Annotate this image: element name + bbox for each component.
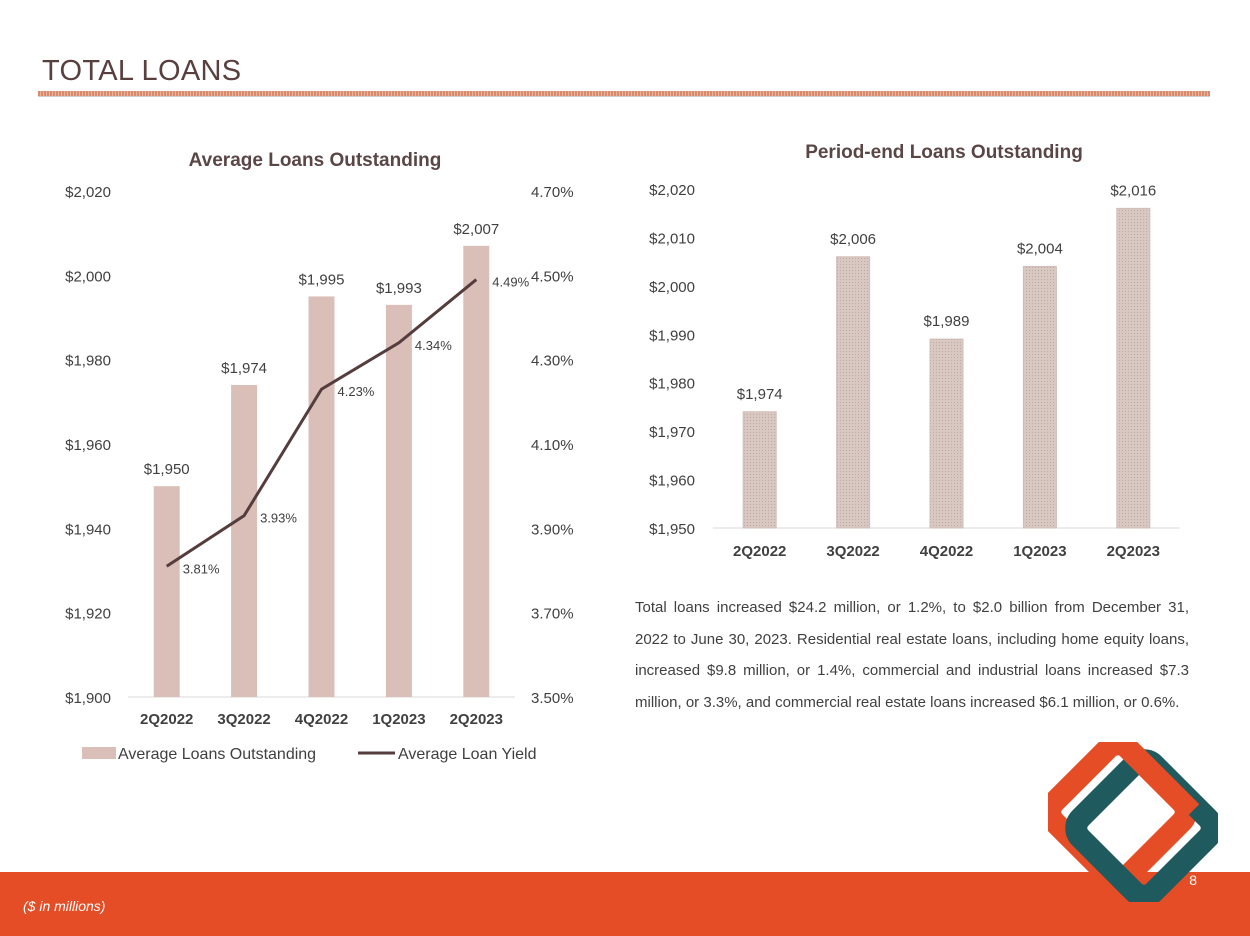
legend-swatch-bars (82, 747, 116, 759)
chart2-x-tick-labels: 2Q2022 3Q2022 4Q2022 1Q2023 2Q2023 (733, 543, 1160, 560)
chart2-y-axis: $1,950 $1,960 $1,970 $1,980 $1,990 $2,000 $2,0… (649, 182, 695, 538)
chart2-y-tick-label: $2,020 (649, 182, 695, 199)
chart1-x-tick-labels: 2Q2022 3Q2022 4Q2022 1Q2023 2Q2023 (140, 711, 503, 728)
chart1-y2-tick-label: 3.50% (531, 690, 574, 707)
units-footnote: ($ in millions) (23, 898, 106, 914)
period-end-loans-chart: Period-end Loans Outstanding $1,950 $1,96… (649, 142, 1180, 560)
chart2-bar (836, 256, 871, 529)
chart1-right-axis: 3.50% 3.70% 3.90% 4.10% 4.30% 4.50% 4.70% (531, 184, 574, 707)
chart2-bar-label: $1,989 (924, 313, 970, 330)
chart1-bar-label: $1,950 (144, 461, 190, 478)
chart2-x-tick-label: 2Q2022 (733, 543, 786, 560)
chart2-y-tick-label: $1,990 (649, 327, 695, 344)
chart2-bar-labels: $1,974 $2,006 $1,989 $2,004 $2,016 (737, 182, 1156, 402)
chart1-y-tick-label: $1,960 (65, 437, 111, 454)
chart1-title: Average Loans Outstanding (189, 150, 442, 171)
chart2-bar (929, 338, 964, 529)
chart2-x-tick-label: 3Q2022 (826, 543, 879, 560)
average-loans-chart: Average Loans Outstanding $1,900$1,920$1… (65, 150, 573, 763)
chart1-line-label: 3.93% (260, 511, 297, 526)
chart1-x-tick-label: 2Q2023 (450, 711, 503, 728)
chart2-y-tick-label: $1,960 (649, 473, 695, 490)
chart1-x-tick-label: 4Q2022 (295, 711, 348, 728)
chart1-bar-label: $1,993 (376, 280, 422, 297)
chart1-x-tick-label: 2Q2022 (140, 711, 193, 728)
chart2-bar-label: $1,974 (737, 386, 783, 403)
chart2-x-tick-label: 2Q2023 (1107, 543, 1160, 560)
footer-bar (0, 872, 1250, 936)
chart1-line-labels: 3.81% 3.93% 4.23% 4.34% 4.49% (183, 275, 530, 577)
chart1-y2-tick-label: 4.70% (531, 184, 574, 201)
title-rule (38, 91, 1210, 97)
chart1-bars (153, 245, 490, 698)
chart2-y-tick-label: $2,010 (649, 230, 695, 247)
chart2-bar (1022, 265, 1057, 529)
chart2-bars (742, 207, 1151, 529)
chart1-y-tick-label: $1,980 (65, 353, 111, 370)
chart2-y-tick-label: $1,980 (649, 376, 695, 393)
chart1-bar (308, 296, 335, 697)
charts-canvas: Average Loans Outstanding $1,900$1,920$1… (65, 142, 1180, 763)
chart1-y-tick-label: $1,940 (65, 521, 111, 538)
chart2-y-tick-label: $1,950 (649, 521, 695, 538)
chart1-bar (231, 384, 258, 697)
chart1-line-label: 4.34% (415, 338, 452, 353)
chart1-y-tick-label: $1,900 (65, 690, 111, 707)
chart1-y2-tick-label: 4.10% (531, 437, 574, 454)
chart2-bar (1116, 207, 1151, 529)
chart1-bar (385, 304, 412, 697)
legend-label-line: Average Loan Yield (398, 746, 536, 763)
chart1-line-label: 4.23% (338, 384, 375, 399)
chart2-bar-label: $2,006 (830, 231, 876, 248)
chart1-bar-label: $2,007 (453, 221, 499, 238)
chart1-y-tick-label: $2,020 (65, 184, 111, 201)
chart1-bar (153, 486, 180, 697)
page-number: 8 (1189, 872, 1197, 888)
chart1-line-label: 3.81% (183, 561, 220, 576)
chart2-bar-label: $2,004 (1017, 240, 1063, 257)
company-logo (1048, 742, 1218, 902)
chart1-y2-tick-label: 3.90% (531, 521, 574, 538)
chart2-x-tick-label: 4Q2022 (920, 543, 973, 560)
chart1-y-tick-label: $1,920 (65, 606, 111, 623)
chart1-x-tick-label: 3Q2022 (217, 711, 270, 728)
chart1-bar (463, 245, 490, 698)
chart1-bar-label: $1,974 (221, 360, 267, 377)
chart1-bar-labels: $1,950 $1,974 $1,995 $1,993 $2,007 (144, 221, 499, 478)
chart2-bar-label: $2,016 (1110, 182, 1156, 199)
chart1-x-tick-label: 1Q2023 (372, 711, 425, 728)
slide-title: TOTAL LOANS (42, 55, 242, 87)
chart2-bar (742, 411, 777, 529)
chart2-title: Period-end Loans Outstanding (805, 142, 1083, 163)
chart2-y-tick-label: $2,000 (649, 279, 695, 296)
chart1-y2-tick-label: 4.50% (531, 268, 574, 285)
summary-text: Total loans increased $24.2 million, or … (635, 599, 1189, 711)
chart2-y-tick-label: $1,970 (649, 424, 695, 441)
chart1-line-label: 4.49% (492, 275, 529, 290)
yield-line (165, 278, 478, 568)
chart1-y2-tick-label: 3.70% (531, 606, 574, 623)
chart1-left-axis: $1,900 $1,920 $1,940 $1,960 $1,980 $2,000 $2,0… (65, 184, 111, 707)
chart1-y2-tick-label: 4.30% (531, 353, 574, 370)
legend-label-bars: Average Loans Outstanding (118, 746, 316, 763)
chart1-bar-label: $1,995 (299, 271, 345, 288)
chart1-y-tick-label: $2,000 (65, 268, 111, 285)
chart2-x-tick-label: 1Q2023 (1013, 543, 1066, 560)
